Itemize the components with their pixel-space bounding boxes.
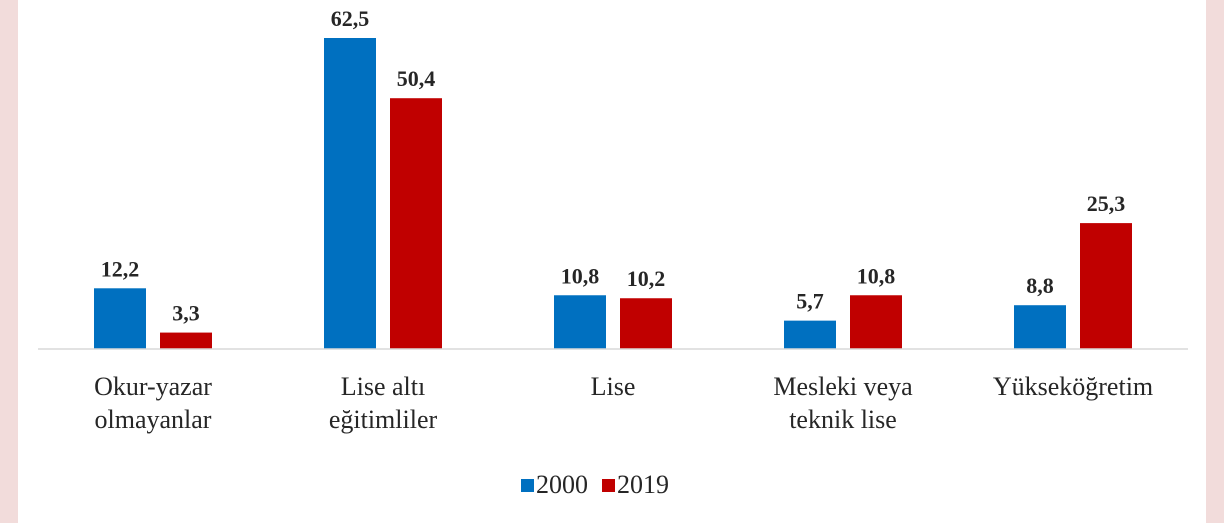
x-tick-label: Lise — [590, 372, 636, 401]
x-tick-label: Okur-yazar olmayanlar — [94, 372, 212, 434]
bar — [1014, 305, 1066, 349]
data-label: 10,8 — [561, 263, 600, 288]
x-tick-label: Yükseköğretim — [992, 372, 1154, 401]
data-label: 10,8 — [857, 263, 896, 288]
bar — [160, 332, 212, 349]
x-tick-label: Mesleki veya teknik lise — [773, 372, 913, 434]
panel — [18, 0, 1206, 523]
bar — [390, 98, 442, 350]
bar — [784, 320, 836, 349]
x-tick-label: Lise altı eğitimliler — [328, 372, 438, 434]
legend-swatch — [602, 479, 615, 492]
bar — [850, 295, 902, 349]
bar — [324, 38, 376, 349]
data-label: 62,5 — [331, 6, 370, 31]
data-label: 25,3 — [1087, 191, 1126, 216]
legend-swatch — [521, 479, 534, 492]
data-label: 5,7 — [796, 289, 824, 314]
data-label: 50,4 — [397, 66, 436, 91]
bar — [1080, 223, 1132, 349]
data-label: 10,2 — [627, 266, 666, 291]
bar — [554, 295, 606, 349]
data-label: 3,3 — [172, 301, 200, 326]
bar — [94, 288, 146, 349]
legend-label: 2000 — [536, 470, 588, 499]
data-label: 12,2 — [101, 256, 140, 281]
bar — [620, 298, 672, 349]
legend-label: 2019 — [617, 470, 669, 499]
data-label: 8,8 — [1026, 273, 1054, 298]
